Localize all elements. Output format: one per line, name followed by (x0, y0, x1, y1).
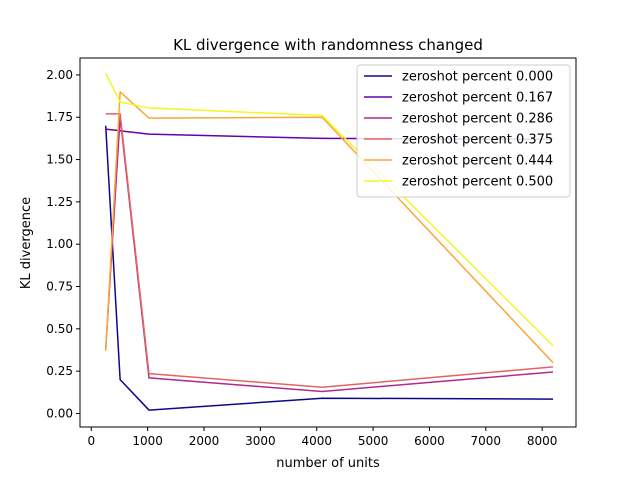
x-tick-label: 3000 (245, 434, 276, 448)
legend-label: zeroshot percent 0.000 (402, 70, 553, 85)
x-tick-label: 4000 (301, 434, 332, 448)
x-tick-label: 6000 (414, 434, 445, 448)
y-tick-label: 0.25 (46, 364, 73, 378)
series-line-4 (104, 91, 554, 364)
y-tick-label: 0.75 (46, 280, 73, 294)
legend: zeroshot percent 0.000 zeroshot percent 0… (356, 64, 571, 198)
y-tick-label: 1.00 (46, 237, 73, 251)
y-tick-label: 1.25 (46, 195, 73, 209)
y-tick-label: 1.50 (46, 153, 73, 167)
legend-label: zeroshot percent 0.500 (402, 175, 553, 190)
legend-label: zeroshot percent 0.286 (402, 112, 553, 127)
y-tick-label: 2.00 (46, 68, 73, 82)
legend-label: zeroshot percent 0.375 (402, 133, 553, 148)
y-tick-label: 1.75 (46, 110, 73, 124)
series-line-0 (104, 125, 554, 411)
plot-lines (104, 72, 554, 411)
legend-box (356, 64, 571, 198)
x-tick-label: 1000 (132, 434, 163, 448)
legend-label: zeroshot percent 0.444 (402, 154, 553, 169)
x-tick-label: 8000 (527, 434, 558, 448)
legend-label: zeroshot percent 0.167 (402, 91, 553, 106)
chart-title: KL divergence with randomness changed (173, 36, 483, 54)
x-tick-label: 7000 (471, 434, 502, 448)
plot-area-frame (79, 57, 577, 428)
series-line-3 (105, 113, 554, 388)
x-axis-ticks: 0 1000 2000 3000 4000 5000 6000 7000 8000 (87, 427, 557, 448)
y-axis-ticks: 0.00 0.25 0.50 0.75 1.00 1.25 1.50 1.75 2.00 (46, 68, 80, 420)
series-line-2 (104, 116, 554, 393)
x-tick-label: 0 (87, 434, 95, 448)
y-axis-label: KL divergence (19, 197, 34, 289)
y-tick-label: 0.50 (46, 322, 73, 336)
y-tick-label: 0.00 (46, 406, 73, 420)
x-axis-label: number of units (276, 456, 380, 471)
x-tick-label: 5000 (358, 434, 389, 448)
x-tick-label: 2000 (189, 434, 220, 448)
